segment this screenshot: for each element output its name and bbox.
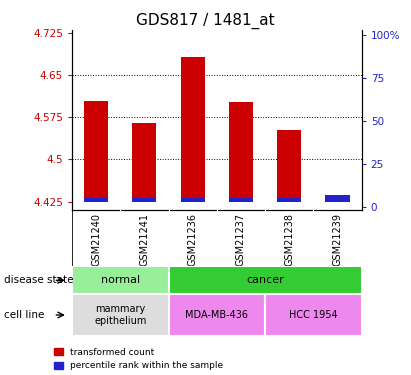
Text: HCC 1954: HCC 1954 <box>289 310 338 320</box>
Text: GSM21236: GSM21236 <box>188 213 198 266</box>
Text: GDS817 / 1481_at: GDS817 / 1481_at <box>136 13 275 29</box>
Bar <box>277 198 301 202</box>
Text: GSM21241: GSM21241 <box>139 213 149 266</box>
Bar <box>84 198 108 202</box>
Bar <box>132 198 157 202</box>
Bar <box>169 294 265 336</box>
Bar <box>326 195 350 202</box>
Legend: transformed count, percentile rank within the sample: transformed count, percentile rank withi… <box>54 348 223 370</box>
Bar <box>72 266 169 294</box>
Text: cell line: cell line <box>4 310 44 320</box>
Bar <box>169 266 362 294</box>
Text: GSM21238: GSM21238 <box>284 213 294 266</box>
Text: MDA-MB-436: MDA-MB-436 <box>185 310 248 320</box>
Text: mammary
epithelium: mammary epithelium <box>94 304 146 326</box>
Bar <box>265 294 362 336</box>
Text: cancer: cancer <box>246 275 284 285</box>
Bar <box>326 197 350 202</box>
Bar <box>277 130 301 202</box>
Text: disease state: disease state <box>4 275 74 285</box>
Text: normal: normal <box>101 275 140 285</box>
Text: GSM21237: GSM21237 <box>236 213 246 266</box>
Bar <box>180 198 205 202</box>
Bar <box>229 102 253 202</box>
Bar <box>229 198 253 202</box>
Text: GSM21239: GSM21239 <box>332 213 342 266</box>
Bar <box>84 101 108 202</box>
Bar <box>72 294 169 336</box>
Bar <box>180 57 205 202</box>
Bar <box>132 123 157 202</box>
Text: GSM21240: GSM21240 <box>91 213 101 266</box>
